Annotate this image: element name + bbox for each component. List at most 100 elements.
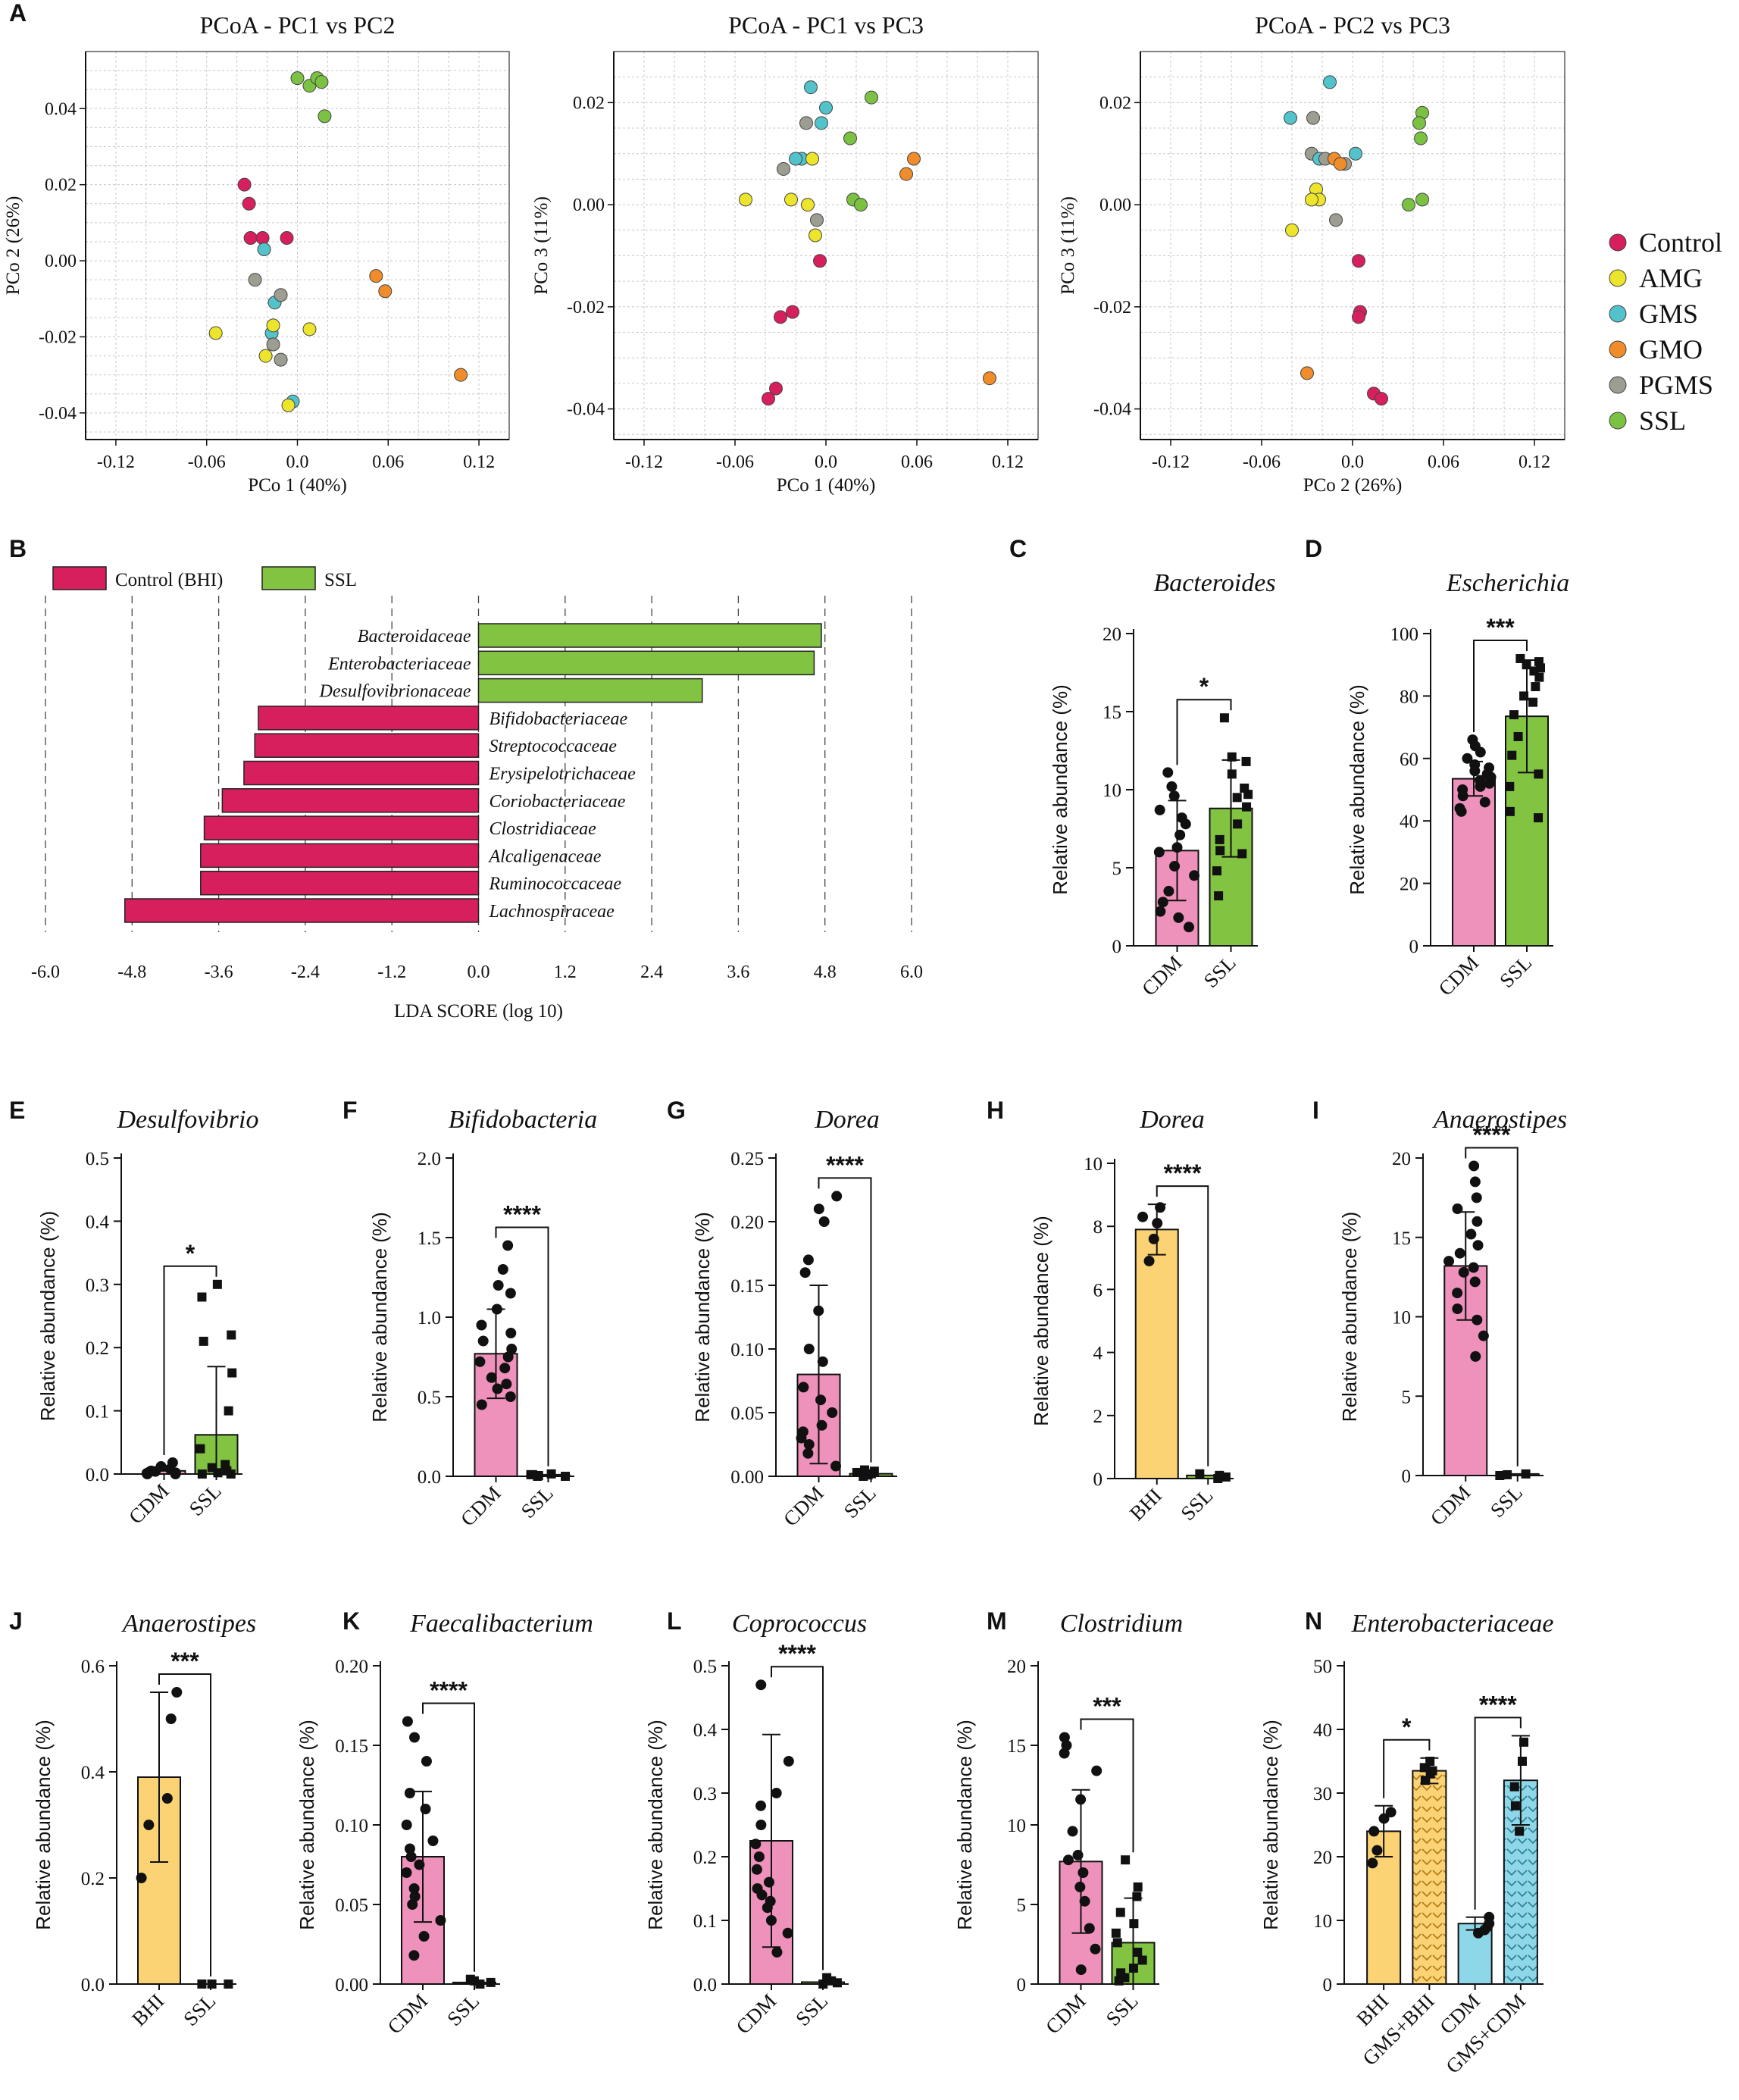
data-point-SSL: [561, 1472, 571, 1481]
x-tick-label-CDM: CDM: [383, 1989, 433, 2039]
lda-label-Ruminococcaceae: Ruminococcaceae: [489, 875, 622, 894]
data-point-CDM: [827, 1407, 838, 1418]
point-AMG: [258, 349, 273, 363]
data-point-BHI: [1378, 1813, 1390, 1824]
significance-label: *: [186, 1240, 195, 1267]
panel-letter-F: F: [342, 1097, 358, 1124]
x-tick-label: -0.12: [1152, 452, 1190, 472]
data-point-CDM: [401, 1867, 412, 1878]
x-tick-label-SSL: SSL: [1495, 951, 1536, 992]
data-point-SSL: [1534, 769, 1544, 779]
data-point-SSL: [527, 1469, 537, 1479]
y-tick-label: 20: [1103, 624, 1121, 645]
data-point-CDM: [1189, 870, 1200, 881]
data-point-SSL: [1240, 783, 1250, 793]
data-point-SSL: [1215, 1470, 1224, 1480]
x-tick-label: 0.06: [372, 452, 404, 472]
y-tick-label: 4: [1093, 1344, 1103, 1364]
x-tick-label-SSL: SSL: [791, 1989, 832, 2030]
point-GMO: [1334, 157, 1347, 171]
panel-letter-J: J: [9, 1607, 23, 1635]
y-axis-label: Relative abundance (%): [32, 1720, 55, 1930]
data-point-CDM: [782, 1927, 793, 1939]
panel-letter-D: D: [1305, 535, 1322, 562]
data-point-CDM: [1468, 1262, 1479, 1273]
data-point-CDM: [1452, 1203, 1463, 1215]
data-point-SSL: [1215, 846, 1225, 856]
x-tick-label: -0.06: [716, 452, 754, 472]
x-tick-label-SSL: SSL: [443, 1989, 483, 2030]
data-point-CDM: [1061, 1740, 1072, 1751]
x-tick-label-CDM: CDM: [732, 1989, 781, 2039]
point-GMS: [804, 80, 818, 95]
y-tick-label: 0.00: [730, 1467, 764, 1488]
lda-x-tick-label: -4.8: [117, 962, 146, 982]
x-tick-label: 0.0: [286, 452, 309, 472]
data-point-CDM: [1166, 781, 1178, 792]
x-tick-label-CDM: CDM: [1426, 1481, 1475, 1530]
data-point-SSL: [1137, 1955, 1147, 1965]
data-point-BHI: [1385, 1807, 1397, 1818]
data-point-GMS+CDM: [1519, 1737, 1529, 1747]
legend-marker-PGMS: [1609, 376, 1627, 394]
y-tick-label: 0.02: [573, 93, 605, 113]
data-point-SSL: [1116, 1968, 1126, 1978]
data-point-CDM: [1059, 1748, 1070, 1759]
point-SSL: [317, 109, 332, 124]
y-tick-label: 0.02: [1099, 93, 1131, 113]
data-point-CDM: [499, 1363, 511, 1374]
data-point-GMS+BHI: [1428, 1766, 1437, 1776]
lda-bar-Erysipelotrichaceae: [243, 760, 480, 786]
point-GMS: [815, 116, 828, 130]
data-point-SSL: [227, 1368, 237, 1378]
lda-bar-Bifidobacteriaceae: [258, 706, 480, 731]
data-point-CDM: [497, 1264, 508, 1275]
y-tick-label: 0.00: [1099, 196, 1131, 215]
point-Control: [774, 310, 787, 324]
y-tick-label: 0.15: [335, 1736, 368, 1757]
data-point-CDM: [1079, 1895, 1090, 1907]
data-point-CDM: [813, 1305, 824, 1316]
data-point-SSL: [207, 1980, 217, 1989]
point-Control: [769, 381, 783, 396]
lda-bar-Lachnospiraceae: [124, 898, 480, 923]
y-tick-label: 0: [1093, 1469, 1103, 1490]
bar-panel-G: Dorea 0.00 0.05 0.10 0.15 0.20 0.25 Relative ab…: [691, 1106, 897, 1531]
data-point-CDM: [1154, 804, 1165, 815]
point-GMO: [899, 167, 913, 181]
x-tick-label: 0.12: [463, 452, 495, 472]
plot-frame: [1140, 51, 1565, 440]
panel-title: Enterobacteriaceae: [1351, 1610, 1554, 1638]
lda-label-Erysipelotrichaceae: Erysipelotrichaceae: [489, 765, 636, 784]
data-point-CDM: [435, 1915, 446, 1926]
x-tick-label-CDM: CDM: [1041, 1989, 1090, 2039]
data-point-CDM: [797, 1426, 809, 1438]
data-point-CDM: [771, 1788, 782, 1798]
data-point-CDM: [505, 1391, 516, 1402]
point-PGMS: [1329, 213, 1343, 227]
y-axis-label: Relative abundance (%): [644, 1720, 667, 1930]
data-point-CDM: [1072, 1849, 1084, 1861]
lda-bar-Ruminococcaceae: [200, 870, 480, 896]
data-point-CDM: [1090, 1943, 1101, 1954]
y-tick-label: 0.0: [693, 1975, 717, 1995]
y-tick-label: 5: [1017, 1895, 1027, 1916]
x-tick-label: -0.12: [97, 452, 135, 472]
legend-marker-AMG: [1609, 269, 1627, 287]
data-point-CDM: [803, 1439, 815, 1450]
significance-bracket: [1156, 1185, 1209, 1466]
data-point-CDM: [167, 1457, 178, 1468]
data-point-BHI: [1148, 1233, 1159, 1244]
data-point-CDM: [408, 1732, 420, 1743]
data-point-CDM: [755, 1800, 767, 1811]
legend-label-PGMS: PGMS: [1639, 370, 1713, 400]
data-point-CDM: [752, 1883, 763, 1894]
data-point-BHI: [1137, 1211, 1149, 1222]
significance-label: *: [1199, 673, 1209, 700]
significance-bracket: [1473, 639, 1528, 733]
data-point-SSL: [207, 1463, 217, 1473]
y-tick-label: 40: [1400, 812, 1418, 832]
legend-marker-Control: [1609, 233, 1627, 252]
x-tick-label-SSL: SSL: [185, 1479, 226, 1520]
